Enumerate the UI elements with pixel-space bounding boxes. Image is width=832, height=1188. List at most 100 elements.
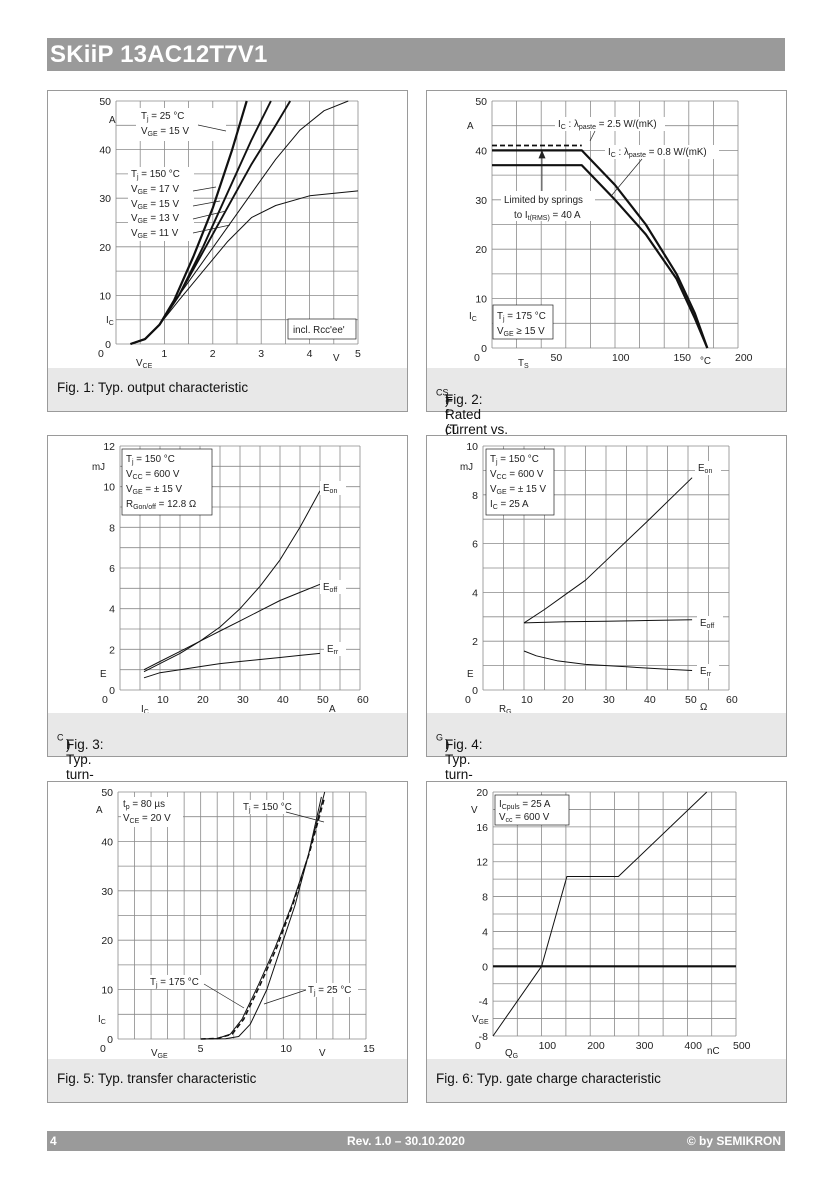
fig1-ytick: 50: [99, 96, 111, 108]
fig1-ytick: 40: [99, 145, 111, 157]
fig2-xlabel: TS: [518, 358, 529, 370]
figure-6-panel: 0 100 200 300 400 500 -8 -4 0 4 8 12 16 20 V VGE QG n…: [426, 781, 787, 1103]
fig1-ytick: 30: [99, 193, 111, 205]
fig4-ann-tj: Tj = 150 °C: [490, 454, 539, 466]
fig3-series-e-rr: [143, 652, 321, 679]
fig1-yunit: A: [109, 115, 116, 126]
fig1-xtick: 4: [307, 348, 313, 360]
fig2-ytick: 10: [475, 294, 487, 306]
fig6-xtick: 0: [475, 1040, 481, 1052]
figure-1-panel: 0 1 2 3 4 5 0 10 20 30 40 50 A IC VCE V Tj = 25 °C …: [47, 90, 408, 412]
fig6-ytick: -8: [479, 1031, 488, 1043]
fig3-xtick: 40: [277, 694, 289, 706]
fig4-ann-ic: IC = 25 A: [490, 499, 529, 511]
fig1-series-tj-150-c-vge-11v: [130, 190, 359, 345]
fig5-ytick: 50: [101, 787, 113, 799]
figure-6-caption: Fig. 6: Typ. gate charge characteristic: [427, 1059, 786, 1102]
fig5-ytick: 30: [101, 886, 113, 898]
fig4-yunit: mJ: [460, 462, 473, 473]
fig1-ylabel: IC: [106, 315, 114, 327]
fig3-ytick: 6: [109, 563, 115, 575]
fig6-ytick: 4: [482, 926, 488, 938]
document-title: SKiiP 13AC12T7V1: [50, 41, 268, 68]
fig3-ann-tj: Tj = 150 °C: [126, 454, 175, 466]
fig2-ann-l25: IC : λpaste = 2.5 W/(mK): [558, 119, 657, 131]
fig1-ytick: 10: [99, 290, 111, 302]
fig3-xtick: 0: [102, 694, 108, 706]
figure-2-panel: 0 50 100 150 200 0 10 20 30 40 50 A IC TS °C IC : …: [426, 90, 787, 467]
fig1-xunit: V: [333, 353, 340, 364]
fig3-xtick: 20: [197, 694, 209, 706]
figure-1-caption: Fig. 1: Typ. output characteristic: [48, 368, 407, 411]
fig5-ann-tj25: Tj = 25 °C: [308, 985, 351, 997]
fig3-xlabel: IC: [141, 704, 149, 716]
fig3-ytick: 8: [109, 522, 115, 534]
fig4-series-e-rr: [523, 650, 693, 671]
fig4-xtick: 40: [644, 694, 656, 706]
fig4-xtick: 20: [562, 694, 574, 706]
fig4-ytick: 6: [472, 539, 478, 551]
fig2-chart: 0 50 100 150 200 0 10 20 30 40 50 A IC TS °C IC : …: [467, 96, 753, 370]
fig5-ylabel: IC: [98, 1014, 106, 1026]
fig2-series--2-5: [492, 149, 709, 349]
fig4-series-e-on: [523, 477, 693, 624]
figure-5-caption: Fig. 5: Typ. transfer characteristic: [48, 1059, 407, 1102]
fig6-ytick: 16: [476, 822, 488, 834]
fig6-xtick: 400: [684, 1040, 702, 1052]
fig2-ann-tj: Tj = 175 °C: [497, 311, 546, 323]
fig6-xtick: 500: [733, 1040, 751, 1052]
fig4-ylabel: E: [467, 669, 474, 680]
fig4-xtick: 60: [726, 694, 738, 706]
footer-bar: 4 Rev. 1.0 – 30.10.2020 © by SEMIKRON: [47, 1131, 785, 1151]
fig4-ytick: 0: [472, 685, 478, 697]
fig3-ytick: 10: [103, 482, 115, 494]
page-number: 4: [50, 1134, 57, 1148]
fig3-label-err: Err: [327, 644, 339, 656]
fig4-xtick: 0: [465, 694, 471, 706]
fig5-ann-tj150: Tj = 150 °C: [243, 802, 292, 814]
fig6-ann-vcc: Vcc = 600 V: [499, 812, 550, 824]
fig3-xtick: 30: [237, 694, 249, 706]
fig5-ytick: 40: [101, 836, 113, 848]
fig5-ann-tp: tp = 80 µs: [123, 799, 165, 811]
fig3-ytick: 2: [109, 644, 115, 656]
fig2-ytick: 30: [475, 195, 487, 207]
figure-4-caption: Fig. 4: Typ. turn-on /-off energy = f (R…: [427, 713, 786, 842]
fig2-xtick: 200: [735, 352, 753, 364]
fig2-ytick: 0: [481, 343, 487, 355]
fig5-series-tj-150-c: [200, 796, 326, 1040]
fig1-xtick: 5: [355, 348, 361, 360]
fig2-ytick: 20: [475, 244, 487, 256]
fig1-ann-tj25: Tj = 25 °C: [141, 111, 184, 123]
fig2-yunit: A: [467, 121, 474, 132]
fig4-series-e-off: [523, 619, 693, 624]
fig3-xtick: 50: [317, 694, 329, 706]
figure-2-caption: Fig. 2: Rated current vs. temperature IC…: [427, 368, 786, 467]
revision: Rev. 1.0 – 30.10.2020: [347, 1134, 465, 1148]
fig3-xtick: 60: [357, 694, 369, 706]
fig5-yunit: A: [96, 805, 103, 816]
fig2-ann-l08: IC : λpaste = 0.8 W/(mK): [608, 147, 707, 159]
figure-3-panel: 0 10 20 30 40 50 60 0 2 4 6 8 10 12 mJ E IC A Tj = 15…: [47, 435, 408, 842]
fig1-ann-rcc: incl. Rcc'ee': [293, 325, 345, 336]
fig3-series-e-off: [143, 583, 321, 671]
fig4-xtick: 10: [521, 694, 533, 706]
fig6-yunit: V: [471, 805, 478, 816]
fig2-xunit: °C: [700, 356, 711, 367]
fig5-ann-tj175: Tj = 175 °C: [150, 977, 199, 989]
fig6-xtick: 300: [636, 1040, 654, 1052]
fig4-ytick: 10: [466, 441, 478, 453]
fig5-xtick: 5: [198, 1043, 204, 1055]
fig2-ylabel: IC: [469, 311, 477, 323]
figure-5-panel: 0 5 10 15 0 10 20 30 40 50 A IC VGE V tp = 80 µs …: [47, 781, 408, 1103]
fig5-xtick: 10: [280, 1043, 292, 1055]
fig6-xtick: 100: [539, 1040, 557, 1052]
fig5-xunit: V: [319, 1048, 326, 1059]
fig6-xunit: nC: [707, 1046, 720, 1057]
fig5-ytick: 10: [101, 985, 113, 997]
fig2-xtick: 0: [474, 352, 480, 364]
fig1-ann-tj150: Tj = 150 °C: [131, 169, 180, 181]
